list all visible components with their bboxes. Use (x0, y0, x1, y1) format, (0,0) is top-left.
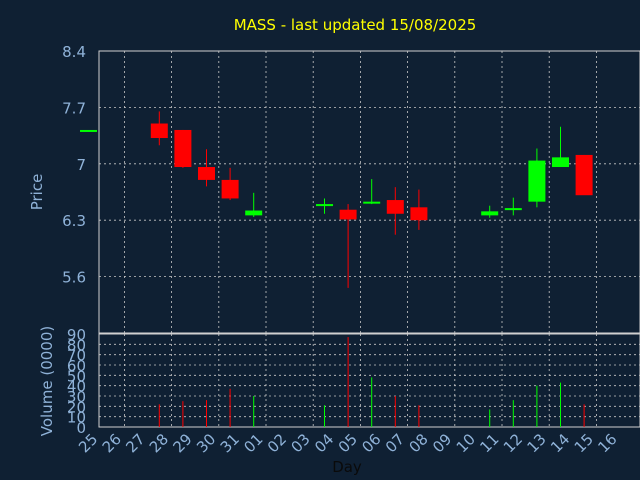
x-tick-label: 07 (382, 430, 408, 456)
x-tick-label: 14 (547, 430, 573, 456)
candle-body (528, 160, 546, 202)
candle-body (174, 129, 192, 168)
volume-panel-frame (98, 333, 640, 428)
volume-tick-label: 30 (67, 388, 86, 406)
volume-tick-label: 0 (76, 419, 86, 437)
candle-body (386, 200, 404, 214)
x-tick-label: 16 (594, 430, 620, 456)
volume-tick-label: 50 (67, 367, 86, 385)
candle-body (363, 201, 381, 204)
x-tick-label: 01 (240, 430, 266, 456)
volume-tick-label: 10 (67, 409, 86, 427)
x-tick-label: 15 (571, 430, 597, 456)
price-tick-label: 5.6 (62, 269, 86, 287)
x-tick-label: 26 (99, 430, 125, 456)
x-tick-label: 12 (500, 430, 526, 456)
candle-body (410, 207, 428, 221)
volume-tick-label: 90 (67, 326, 86, 344)
x-tick-label: 27 (122, 430, 148, 456)
x-tick-label: 11 (476, 430, 502, 456)
x-tick-label: 09 (429, 430, 455, 456)
volume-tick-label: 60 (67, 357, 86, 375)
x-tick-label: 28 (146, 430, 172, 456)
candle-body (198, 167, 215, 180)
x-tick-label: 29 (169, 430, 195, 456)
volume-tick-label: 70 (67, 347, 86, 365)
volume-tick-label: 40 (67, 378, 86, 396)
x-tick-label: 04 (311, 430, 337, 456)
candles (80, 111, 593, 288)
price-panel-frame (98, 50, 640, 334)
x-tick-label: 13 (523, 430, 549, 456)
price-tick-label: 6.3 (62, 212, 86, 230)
price-tick-label: 7.7 (62, 99, 86, 117)
x-tick-label: 08 (405, 430, 431, 456)
volume-axis-label: Volume (0000) (38, 326, 56, 436)
price-tick-label: 7 (76, 156, 86, 174)
x-tick-label: 03 (287, 430, 313, 456)
x-tick-label: 06 (358, 430, 384, 456)
candle-body (575, 154, 593, 196)
x-tick-label: 05 (335, 430, 361, 456)
x-axis-label: Day (332, 458, 362, 476)
candle-body (481, 211, 499, 216)
x-tick-label: 31 (217, 430, 243, 456)
candle-body (150, 123, 168, 139)
candle-body (245, 210, 263, 216)
x-tick-label: 02 (264, 430, 290, 456)
candle-body (80, 129, 97, 132)
candle-body (552, 157, 569, 168)
x-axis-ticks: 2526272829303101020304050607080910111213… (75, 430, 620, 456)
price-grid (99, 51, 640, 333)
candle-body (316, 204, 333, 207)
volume-tick-label: 20 (67, 398, 86, 416)
volume-bars (158, 337, 585, 427)
candle-body (339, 209, 357, 220)
price-axis-ticks: 8.4 7.7 7 6.3 5.6 (62, 43, 86, 287)
price-tick-label: 8.4 (62, 43, 86, 61)
chart-title: MASS - last updated 15/08/2025 (234, 16, 477, 34)
volume-tick-label: 80 (67, 336, 86, 354)
price-axis-label: Price (28, 174, 46, 211)
candle-body (221, 179, 239, 199)
x-tick-label: 30 (193, 430, 219, 456)
candle-body (504, 208, 522, 211)
x-tick-label: 10 (453, 430, 479, 456)
volume-grid (99, 334, 640, 427)
